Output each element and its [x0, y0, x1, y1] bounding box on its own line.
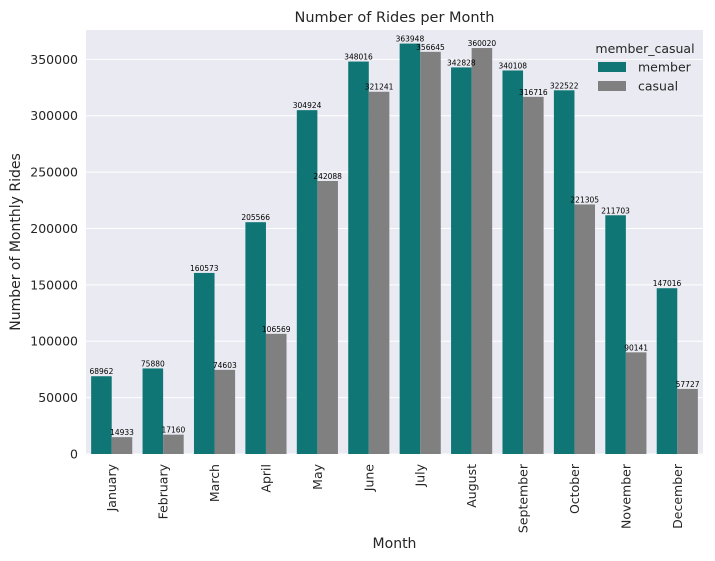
bar-casual [214, 369, 236, 454]
bar-member [193, 272, 215, 454]
x-tick-label: December [670, 463, 685, 529]
bar-member [296, 110, 318, 454]
data-label-member: 340108 [498, 61, 527, 70]
bar-member [451, 67, 472, 454]
bar-member [245, 222, 266, 454]
y-tick-label: 100000 [30, 334, 78, 349]
y-tick-label: 50000 [38, 390, 78, 405]
x-tick-label: January [104, 463, 119, 512]
data-label-member: 304924 [293, 101, 322, 110]
data-label-member: 75880 [141, 359, 165, 368]
x-tick-labels: January February March April May June July Augu… [104, 463, 685, 533]
x-axis-title: Month [373, 536, 417, 552]
data-label-member: 147016 [653, 279, 682, 288]
bar-member [656, 288, 678, 454]
y-tick-label: 250000 [30, 165, 78, 180]
data-label-casual: 90141 [624, 343, 648, 352]
data-label-casual: 57727 [676, 380, 700, 389]
bar-member [348, 61, 369, 454]
y-tick-label: 0 [70, 447, 78, 462]
bar-casual [111, 437, 133, 454]
plot-background [86, 30, 703, 454]
data-label-member: 160573 [190, 264, 219, 273]
data-label-member: 348016 [344, 53, 373, 62]
bar-casual [317, 181, 338, 455]
bar-casual [471, 48, 493, 455]
y-tick-label: 150000 [30, 277, 78, 292]
legend-swatch-member [598, 62, 626, 72]
data-label-casual: 221305 [570, 195, 599, 204]
bar-member [553, 90, 575, 454]
x-tick-label: September [516, 463, 531, 533]
data-label-casual: 242088 [313, 172, 342, 181]
legend-label-member: member [638, 60, 692, 75]
y-axis-title: Number of Monthly Rides [8, 153, 24, 331]
y-tick-label: 300000 [30, 108, 78, 123]
x-tick-label: July [413, 463, 428, 487]
data-label-member: 363948 [396, 35, 425, 44]
bars [91, 43, 698, 455]
bar-casual [265, 333, 287, 454]
data-label-casual: 106569 [262, 325, 291, 334]
legend-label-casual: casual [638, 79, 678, 94]
data-label-casual: 360020 [468, 39, 497, 48]
data-label-member: 211703 [601, 206, 630, 215]
bar-casual [163, 434, 184, 454]
x-tick-label: October [567, 463, 582, 514]
bar-member [502, 70, 524, 454]
legend-title: member_casual [595, 41, 694, 56]
chart-title: Number of Rides per Month [295, 10, 495, 26]
x-tick-label: April [258, 464, 273, 493]
data-label-member: 205566 [241, 213, 270, 222]
bar-member [142, 368, 164, 454]
bar-casual [368, 91, 390, 454]
x-tick-label: August [464, 464, 479, 508]
x-tick-label: November [618, 463, 633, 529]
bar-member [91, 376, 112, 454]
gridlines [86, 58, 703, 455]
x-tick-label: February [156, 463, 171, 519]
data-label-casual: 17160 [161, 426, 185, 435]
x-tick-label: May [310, 463, 325, 489]
y-tick-label: 350000 [30, 52, 78, 67]
data-label-member: 68962 [89, 367, 113, 376]
bar-casual [523, 96, 544, 454]
data-label-casual: 321241 [365, 83, 394, 92]
data-label-member: 342828 [447, 58, 476, 67]
bar-member [399, 43, 421, 455]
bar-member [605, 215, 626, 454]
data-label-casual: 316716 [519, 88, 548, 97]
data-label-casual: 74603 [213, 361, 237, 370]
data-label-casual: 356645 [416, 43, 445, 52]
bar-casual [625, 352, 647, 454]
bar-casual [677, 388, 698, 454]
y-tick-label: 200000 [30, 221, 78, 236]
x-tick-label: March [207, 464, 222, 502]
data-label-casual: 14933 [110, 428, 134, 437]
bar-casual [574, 204, 596, 454]
data-label-member: 322522 [550, 81, 579, 90]
data-labels: 68962 14933 75880 17160 160573 74603 205566 106… [89, 35, 699, 438]
legend-swatch-casual [598, 81, 626, 91]
y-tick-labels: 0 50000 100000 150000 200000 250000 300000 3500… [30, 52, 78, 462]
x-tick-label: June [361, 464, 376, 493]
bar-casual [420, 51, 441, 454]
